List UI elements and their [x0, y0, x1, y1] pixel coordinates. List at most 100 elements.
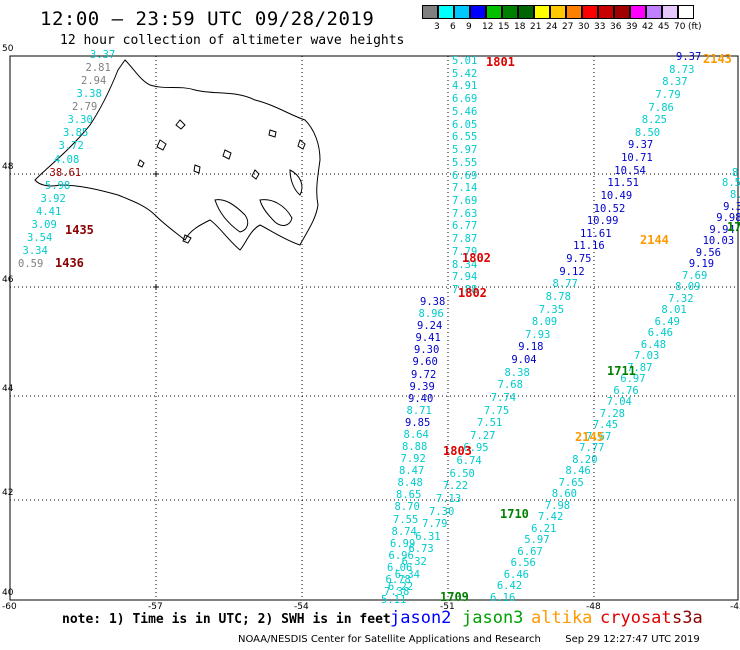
pass-time-label: 1711: [607, 364, 636, 378]
swh-value: 9.56: [695, 246, 721, 259]
swh-value: 9.12: [559, 265, 585, 278]
legend-value: 36: [610, 22, 622, 32]
swh-value: 4.91: [452, 80, 478, 93]
legend-swatch: [518, 5, 534, 19]
swh-value: 3.09: [31, 218, 57, 231]
swh-value: 7.93: [525, 328, 551, 341]
swh-value: 7.86: [648, 101, 674, 114]
swh-value: 7.28: [599, 407, 625, 420]
swh-value: 9.19: [688, 258, 715, 271]
swh-value: 6.32: [401, 556, 427, 569]
swh-value: 6.22: [387, 581, 414, 594]
pass-time-label: 2144: [640, 233, 669, 247]
swh-value: 5.98: [45, 179, 71, 192]
swh-value: 8.60: [551, 488, 577, 501]
legend-value: 9: [466, 22, 472, 32]
swh-value: 9.24: [417, 320, 443, 333]
swh-value: 7.74: [490, 391, 517, 404]
legend-swatch: [550, 5, 566, 19]
swh-value: 7.38: [384, 586, 410, 598]
pass-time-label: 2143: [703, 52, 732, 66]
swh-value: 7.63: [452, 207, 478, 220]
swh-value: 7.22: [442, 480, 469, 493]
swh-value: 7.92: [400, 453, 426, 466]
swh-value: 3.38: [76, 88, 102, 101]
swh-value: 2.94: [81, 75, 107, 88]
swh-value: 7.79: [452, 245, 478, 258]
y-tick-label: 42: [2, 488, 14, 498]
pass-time-label: 2145: [575, 430, 604, 444]
swh-value: 10.52: [593, 202, 626, 215]
legend-swatch: [502, 5, 518, 19]
swh-value: 5.97: [452, 144, 478, 157]
swh-value: 8: [732, 167, 739, 179]
pass-time-label: 1802: [458, 286, 487, 300]
swh-value: 8.77: [552, 278, 578, 291]
swh-value: 6.77: [452, 220, 478, 233]
swh-value: 7.75: [483, 404, 510, 417]
swh-value: 11.61: [579, 227, 612, 240]
swh-value: 9.41: [415, 332, 441, 345]
swh-value: 5.11: [381, 594, 407, 606]
swh-value: 7.87: [627, 361, 653, 374]
swh-value: 6.46: [503, 568, 529, 581]
swh-value: 6.96: [388, 549, 414, 562]
swh-value: 8.64: [403, 428, 429, 441]
swh-value: 7.98: [544, 499, 571, 512]
swh-value: 8.46: [565, 465, 591, 478]
swh-value: 3.72: [58, 140, 84, 153]
swh-value: 3.54: [27, 231, 53, 244]
swh-value: 9.04: [511, 354, 537, 367]
swh-value: 8.71: [406, 404, 432, 417]
swh-value: 5.46: [452, 105, 478, 118]
legend-swatch: [470, 5, 486, 19]
swh-value: 3.85: [63, 127, 89, 140]
swh-value: 6.76: [613, 384, 639, 397]
legend-value: 24: [546, 22, 558, 32]
legend-swatch: [598, 5, 614, 19]
y-tick-label: 40: [2, 588, 14, 598]
pass-time-label: 1802: [462, 251, 491, 265]
legend-swatch: [486, 5, 502, 19]
swh-value: 7.55: [393, 513, 419, 526]
swh-value: 8.78: [545, 290, 571, 303]
swh-value: 7.79: [655, 88, 681, 101]
swh-value: 7.13: [435, 492, 462, 505]
satellite-name: jason2: [390, 608, 452, 628]
swh-value: 7.42: [538, 511, 564, 524]
swh-value: 6.42: [496, 580, 523, 593]
swh-value: 7.77: [579, 442, 605, 455]
legend-value: 45: [658, 22, 670, 32]
satellite-name: cryosat: [600, 608, 672, 628]
swh-value: 9.30: [414, 344, 440, 357]
legend-swatch: [454, 5, 470, 19]
grid-tick-crosses: [153, 171, 159, 290]
y-tick-label: 46: [2, 275, 14, 285]
swh-value: 6.34: [394, 568, 421, 581]
swh-value: 7.94: [452, 271, 478, 284]
swh-value: 8.88: [402, 441, 428, 453]
swh-value: 6.48: [640, 338, 667, 351]
swh-value: 9.18: [518, 341, 544, 354]
credit-text: NOAA/NESDIS Center for Satellite Applica…: [238, 634, 541, 645]
pass-time-label: 1710: [500, 507, 529, 521]
swh-value: 10.49: [600, 189, 633, 202]
pass-time-label: 1709: [440, 590, 469, 604]
legend-value: 15: [498, 22, 510, 32]
swh-value: 9.37: [627, 139, 654, 152]
swh-value: 10.54: [614, 164, 646, 177]
legend-swatch: [614, 5, 630, 19]
satellite-name: jason3: [462, 608, 524, 628]
note-text: note: 1) Time is in UTC; 2) SWH is in fe…: [62, 612, 391, 627]
swh-value: 8.25: [641, 114, 667, 127]
swh-value: 9.37: [676, 51, 702, 63]
swh-value: 38.61: [49, 166, 82, 179]
swh-value: 7.69: [682, 269, 708, 282]
satellite-name: s3a: [672, 608, 703, 628]
swh-value: 6.99: [390, 537, 416, 550]
legend-swatch: [646, 5, 662, 19]
timestamp-text: Sep 29 12:27:47 UTC 2019: [565, 634, 700, 645]
swh-value: 9.38: [420, 296, 446, 308]
swh-value: 6.69: [452, 169, 478, 182]
